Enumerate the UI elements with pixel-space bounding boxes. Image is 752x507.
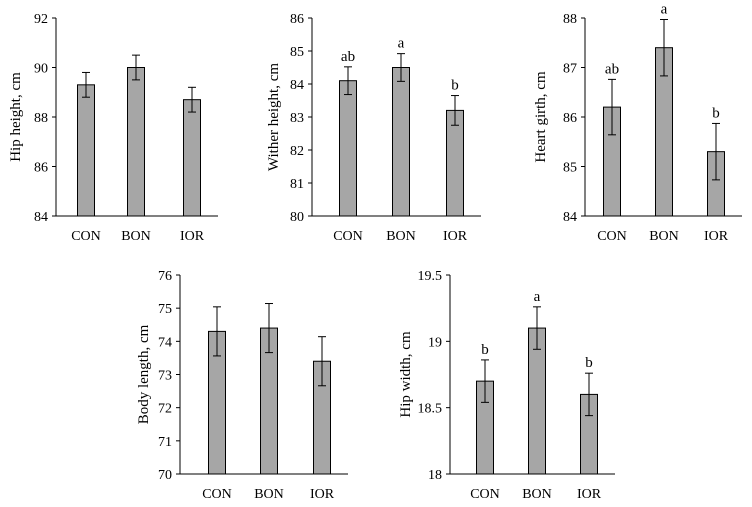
category-label: IOR xyxy=(577,487,602,502)
y-tick-label: 70 xyxy=(158,468,172,483)
y-tick-label: 80 xyxy=(290,210,304,225)
y-tick-label: 18 xyxy=(428,468,442,483)
category-label: CON xyxy=(597,229,627,244)
significance-letter: b xyxy=(481,342,489,358)
y-tick-label: 85 xyxy=(563,161,577,176)
bar xyxy=(528,327,546,475)
y-tick-label: 85 xyxy=(290,45,304,60)
category-label: BON xyxy=(522,487,552,502)
category-label: IOR xyxy=(180,229,205,244)
significance-letter: a xyxy=(661,1,668,17)
y-tick-label: 72 xyxy=(158,402,172,417)
y-axis-title: Heart girth, cm xyxy=(533,71,549,163)
y-tick-label: 86 xyxy=(563,111,577,126)
significance-letter: b xyxy=(712,105,720,121)
y-tick-label: 76 xyxy=(158,269,172,284)
bar xyxy=(392,67,410,217)
category-label: BON xyxy=(121,229,151,244)
y-tick-label: 92 xyxy=(34,12,48,27)
category-label: CON xyxy=(333,229,363,244)
category-label: IOR xyxy=(443,229,468,244)
bar xyxy=(446,109,464,217)
bar xyxy=(77,84,95,217)
y-tick-label: 87 xyxy=(563,62,577,77)
y-tick-label: 71 xyxy=(158,435,172,450)
y-axis-title: Body length, cm xyxy=(136,324,152,424)
category-label: CON xyxy=(470,487,500,502)
y-tick-label: 75 xyxy=(158,302,172,317)
y-tick-label: 84 xyxy=(563,210,577,225)
significance-letter: ab xyxy=(605,61,619,77)
bar xyxy=(183,99,201,217)
category-label: CON xyxy=(71,229,101,244)
y-tick-label: 86 xyxy=(290,12,304,27)
y-tick-label: 88 xyxy=(34,111,48,126)
y-tick-label: 73 xyxy=(158,369,172,384)
significance-letter: a xyxy=(398,36,405,52)
significance-letter: ab xyxy=(341,49,355,65)
y-tick-label: 82 xyxy=(290,144,304,159)
y-axis-title: Wither height, cm xyxy=(266,63,282,171)
y-tick-label: 84 xyxy=(34,210,48,225)
category-label: IOR xyxy=(310,487,335,502)
y-tick-label: 18.5 xyxy=(418,402,443,417)
y-tick-label: 74 xyxy=(158,335,172,350)
bar xyxy=(127,67,145,217)
y-tick-label: 83 xyxy=(290,111,304,126)
y-tick-label: 84 xyxy=(290,78,304,93)
category-label: CON xyxy=(202,487,232,502)
significance-letter: b xyxy=(585,355,593,371)
y-tick-label: 90 xyxy=(34,62,48,77)
y-tick-label: 81 xyxy=(290,177,304,192)
category-label: BON xyxy=(386,229,416,244)
y-tick-label: 19.5 xyxy=(418,269,443,284)
y-axis-title: Hip height, cm xyxy=(8,72,24,162)
significance-letter: a xyxy=(534,289,541,305)
y-tick-label: 88 xyxy=(563,12,577,27)
y-axis-title: Hip width, cm xyxy=(398,331,414,418)
significance-letter: b xyxy=(451,78,459,94)
category-label: IOR xyxy=(704,229,729,244)
category-label: BON xyxy=(649,229,679,244)
category-label: BON xyxy=(254,487,284,502)
bar xyxy=(339,80,357,217)
y-tick-label: 19 xyxy=(428,335,442,350)
y-tick-label: 86 xyxy=(34,161,48,176)
